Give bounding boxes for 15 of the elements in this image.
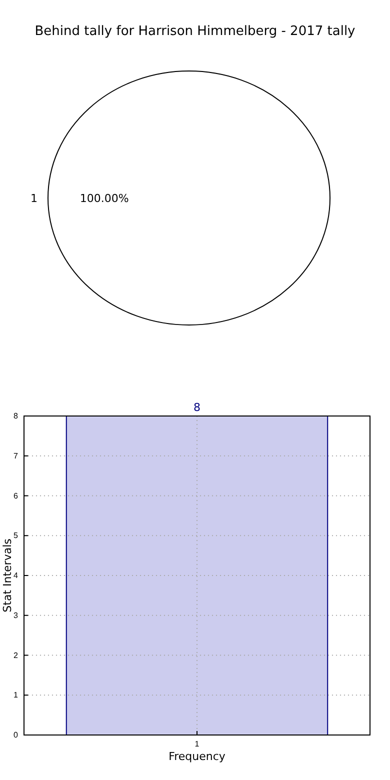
y-tick-label: 0 [14, 730, 19, 740]
x-axis-title: Frequency [168, 750, 226, 763]
y-tick-label: 8 [14, 412, 19, 421]
y-axis-title: Stat Intervals [1, 538, 14, 612]
y-tick-label: 6 [14, 491, 19, 500]
y-tick-label: 5 [14, 531, 19, 540]
y-tick-label: 1 [14, 690, 19, 700]
chart-title: Behind tally for Harrison Himmelberg - 2017 tally [34, 24, 356, 39]
data-label: 8 [194, 401, 200, 414]
y-tick-label: 4 [14, 571, 19, 580]
slice-label: 1 [30, 192, 38, 205]
y-tick-label: 7 [14, 451, 19, 460]
data-label: 100.00% [80, 192, 129, 205]
y-tick-label: 2 [14, 650, 19, 660]
y-tick-label: 3 [14, 610, 19, 620]
